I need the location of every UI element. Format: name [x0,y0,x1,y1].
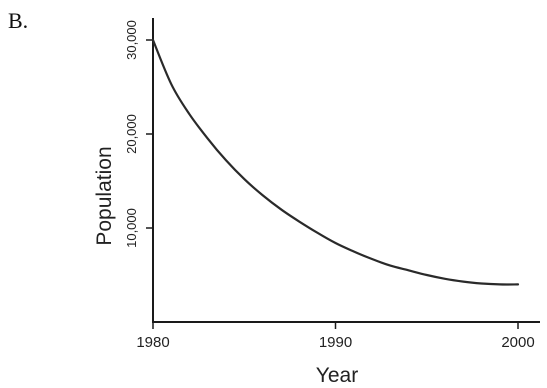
y-tick-label: 30,000 [124,20,139,60]
panel-label: B. [8,8,29,33]
series-layer [151,38,520,286]
x-axis-title: Year [316,364,358,387]
y-tick-label: 10,000 [124,208,139,248]
x-tick-label: 1980 [136,334,169,351]
population-series-line [151,38,520,286]
axes [152,18,540,323]
x-tick-label: 2000 [501,334,534,351]
y-tick-label: 20,000 [124,114,139,154]
ticks: 1980 1990 2000 10,000 20,000 30,000 [124,20,535,351]
x-tick-label: 1990 [319,334,352,351]
y-axis-title: Population [93,146,116,245]
